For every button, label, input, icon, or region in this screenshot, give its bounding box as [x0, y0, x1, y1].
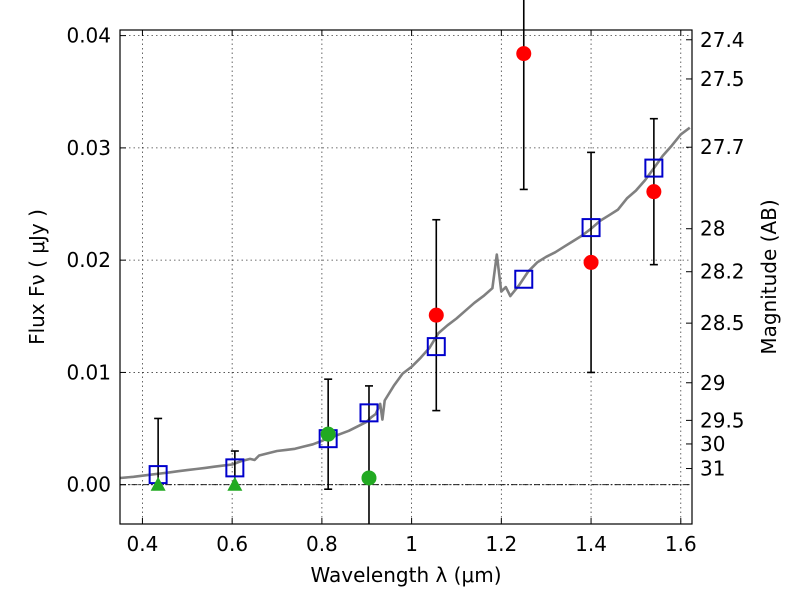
right-tick-label: 28.5 — [700, 311, 745, 335]
right-tick-label: 29.5 — [700, 408, 745, 432]
y-axis-label: Flux Fν ( μJy ) — [25, 209, 49, 345]
right-tick-label: 31 — [700, 457, 725, 481]
y-tick-label: 0.03 — [66, 136, 111, 160]
right-tick-label: 29 — [700, 371, 725, 395]
right-tick-label: 30 — [700, 432, 725, 456]
circle-marker — [361, 470, 377, 486]
x-tick-label: 1.4 — [575, 532, 607, 556]
circle-marker — [583, 254, 599, 270]
y-tick-label: 0.01 — [66, 360, 111, 384]
ticks — [120, 30, 692, 524]
x-axis-label: Wavelength λ (μm) — [310, 563, 501, 587]
plot-frame — [119, 29, 693, 525]
spectrum-series — [119, 126, 691, 480]
x-tick-label: 1.2 — [485, 532, 517, 556]
spectrum-line — [119, 126, 691, 480]
markers — [148, 46, 664, 491]
circle-marker — [516, 46, 532, 62]
square-marker — [581, 218, 601, 238]
x-tick-label: 0.4 — [127, 532, 159, 556]
circle-marker — [320, 426, 336, 442]
square-marker — [359, 403, 379, 423]
right-tick-label: 28 — [700, 217, 725, 241]
circle-marker — [646, 184, 662, 200]
triangle-marker — [150, 476, 166, 491]
x-tick-label: 0.8 — [306, 532, 338, 556]
right-axis-label: Magnitude (AB) — [757, 199, 781, 354]
x-tick-label: 1.6 — [665, 532, 697, 556]
circle-marker — [428, 307, 444, 323]
right-tick-label: 27.7 — [700, 135, 745, 159]
square-marker — [426, 337, 446, 357]
right-tick-label: 28.2 — [700, 260, 745, 284]
y-tick-label: 0.02 — [66, 248, 111, 272]
x-tick-label: 0.6 — [216, 532, 248, 556]
square-marker — [514, 269, 534, 289]
right-tick-label: 27.4 — [700, 28, 745, 52]
right-tick-label: 27.5 — [700, 67, 745, 91]
y-tick-label: 0.04 — [66, 24, 111, 48]
square-marker — [644, 158, 664, 178]
x-tick-label: 1 — [405, 532, 418, 556]
tick-labels: 0.4 0.6 0.8 1 1.2 1.4 1.6 0.00 0.01 0.02 0.03 0.04 2… — [66, 24, 744, 556]
square-marker — [225, 458, 245, 478]
y-tick-label: 0.00 — [66, 473, 111, 497]
triangle-marker — [227, 476, 243, 491]
